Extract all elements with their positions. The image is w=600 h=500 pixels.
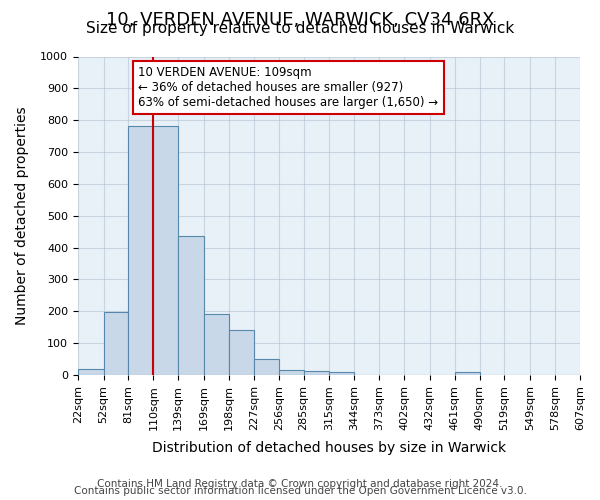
Bar: [78, 368, 104, 375]
X-axis label: Distribution of detached houses by size in Warwick: Distribution of detached houses by size …: [152, 441, 506, 455]
Text: 10 VERDEN AVENUE: 109sqm
← 36% of detached houses are smaller (927)
63% of semi-: 10 VERDEN AVENUE: 109sqm ← 36% of detach…: [138, 66, 438, 109]
Bar: [204, 314, 229, 375]
Bar: [455, 372, 479, 375]
Bar: [278, 370, 304, 375]
Bar: [254, 360, 278, 375]
Text: Contains HM Land Registry data © Crown copyright and database right 2024.: Contains HM Land Registry data © Crown c…: [97, 479, 503, 489]
Text: Size of property relative to detached houses in Warwick: Size of property relative to detached ho…: [86, 22, 514, 36]
Bar: [128, 126, 154, 375]
Bar: [229, 330, 254, 375]
Text: Contains public sector information licensed under the Open Government Licence v3: Contains public sector information licen…: [74, 486, 526, 496]
Bar: [329, 372, 354, 375]
Bar: [304, 371, 329, 375]
Bar: [104, 312, 128, 375]
Y-axis label: Number of detached properties: Number of detached properties: [15, 106, 29, 325]
Bar: [154, 126, 178, 375]
Bar: [178, 236, 204, 375]
Text: 10, VERDEN AVENUE, WARWICK, CV34 6RX: 10, VERDEN AVENUE, WARWICK, CV34 6RX: [106, 11, 494, 29]
